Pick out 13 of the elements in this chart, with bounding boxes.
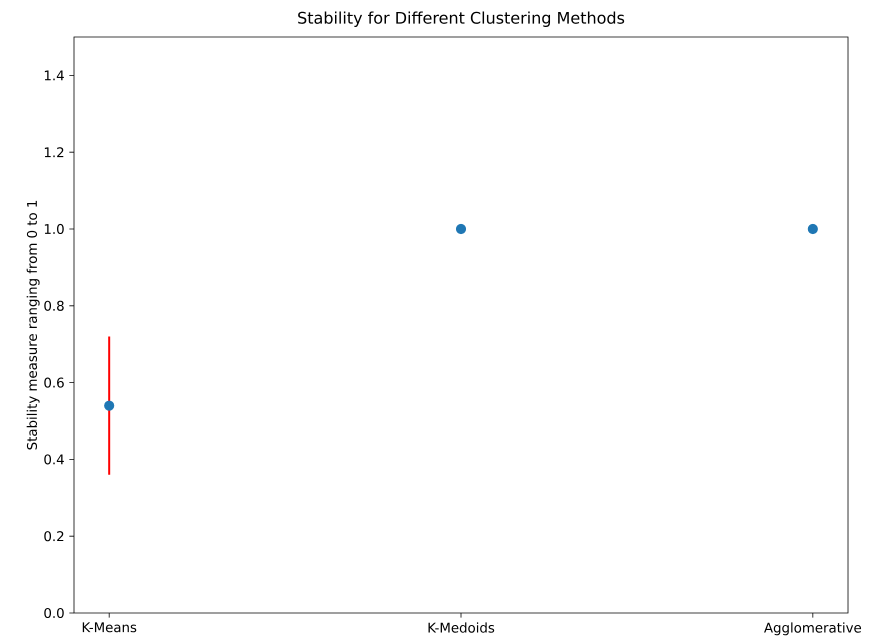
y-tick-label: 1.4 (44, 70, 64, 80)
x-tick-label: K-Means (82, 622, 136, 632)
x-tick-label: Agglomerative (764, 622, 862, 636)
y-tick-label: 1.0 (44, 224, 64, 234)
y-tick-label: 0.6 (44, 378, 64, 388)
y-tick-label: 0.2 (44, 531, 64, 542)
y-tick-label: 0.0 (44, 608, 64, 618)
chart-title: Stability for Different Clustering Methods (298, 11, 624, 27)
y-tick-label: 1.2 (44, 147, 64, 158)
y-tick-label: 0.4 (44, 454, 64, 464)
y-tick-label: 0.8 (44, 300, 64, 311)
y-axis-title: Stability measure ranging from 0 to 1 (26, 200, 40, 450)
x-tick-label: K-Medoids (428, 622, 494, 633)
